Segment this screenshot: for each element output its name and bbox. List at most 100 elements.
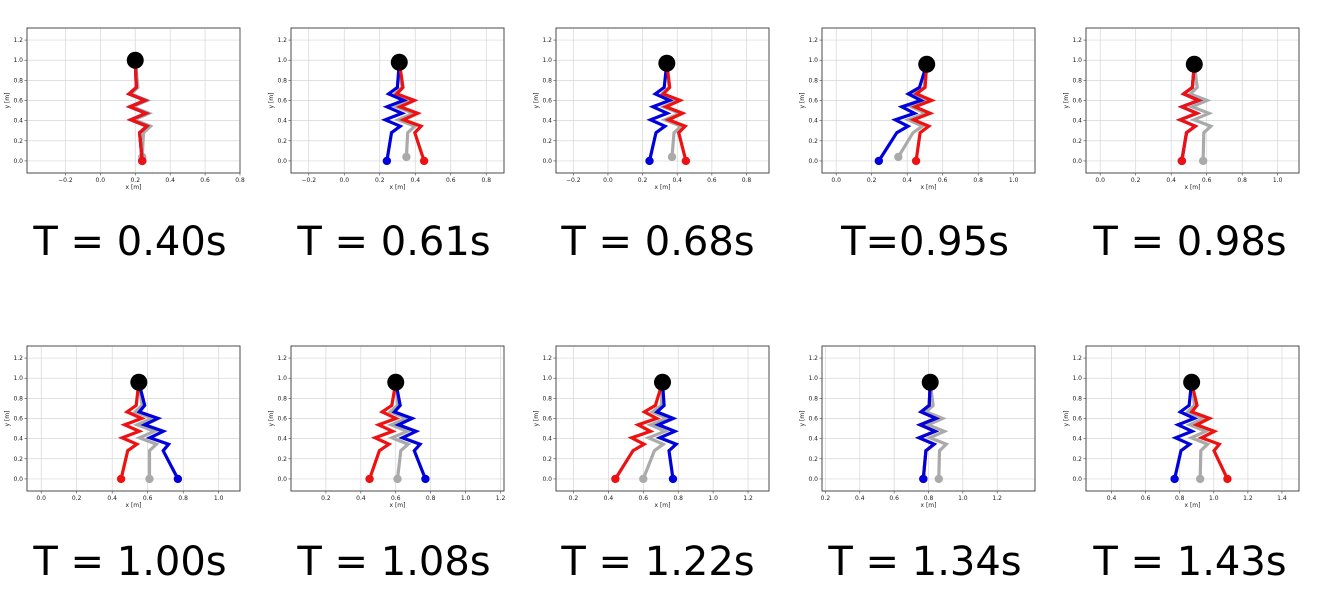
y-tick-label: 0.4 — [277, 118, 287, 125]
x-tick-label: 1.2 — [1243, 495, 1253, 502]
foot-blue — [668, 474, 678, 484]
x-tick-label: 1.2 — [992, 495, 1002, 502]
foot-red — [681, 156, 691, 166]
x-tick-label: 0.2 — [821, 495, 831, 502]
leg-grey — [923, 382, 950, 479]
y-tick-label: 0.8 — [542, 395, 552, 402]
x-tick-label: 0.4 — [604, 495, 614, 502]
x-tick-label: 0.0 — [603, 177, 613, 184]
x-tick-label: 0.4 — [356, 495, 366, 502]
x-tick-label: 1.0 — [1273, 177, 1283, 184]
x-tick-label: 0.0 — [1095, 177, 1105, 184]
hip-mass — [390, 53, 408, 71]
x-tick-label: 0.2 — [867, 177, 877, 184]
plot-frame — [290, 345, 505, 492]
x-tick-label: 0.8 — [1175, 495, 1185, 502]
x-axis-label: x [m] — [655, 184, 671, 191]
x-tick-label: 0.2 — [1131, 177, 1141, 184]
leg-blue — [380, 62, 408, 162]
subplot-6: 0.2 0.4 0.6 0.8 1.0 1.2 0.0 0.2 0.4 0.6 0.8 1.0 1.2 x… — [268, 345, 505, 509]
y-tick-label: 0.8 — [808, 77, 818, 84]
foot-grey — [667, 152, 677, 162]
y-tick-label: 1.0 — [277, 375, 287, 382]
x-tick-label: 0.8 — [673, 495, 683, 502]
y-tick-label: 0.8 — [277, 77, 287, 84]
x-tick-label: 0.0 — [36, 495, 46, 502]
y-tick-label: 0.6 — [13, 416, 23, 423]
y-tick-label: 0.8 — [542, 77, 552, 84]
hip-mass — [130, 373, 148, 391]
y-axis-label: y [m] — [4, 93, 11, 109]
y-tick-label: 0.2 — [542, 456, 552, 463]
foot-blue — [173, 474, 183, 484]
y-tick-label: 0.2 — [1072, 138, 1082, 145]
y-tick-label: 1.2 — [808, 37, 818, 44]
leg-red — [1189, 381, 1229, 480]
foot-grey — [639, 474, 648, 484]
y-tick-label: 0.2 — [808, 138, 818, 145]
y-tick-label: 0.4 — [1072, 118, 1082, 125]
plot-frame — [821, 27, 1036, 174]
y-tick-label: 1.0 — [13, 375, 23, 382]
x-tick-label: 0.4 — [1166, 177, 1176, 184]
y-tick-label: 0.4 — [542, 436, 552, 443]
foot-grey — [894, 152, 903, 162]
y-tick-label: 0.0 — [277, 158, 287, 165]
leg-blue — [877, 63, 929, 162]
x-tick-label: 0.2 — [321, 495, 331, 502]
plot-frame — [26, 345, 241, 492]
x-tick-label: 0.4 — [165, 177, 175, 184]
hip-mass — [1183, 373, 1201, 391]
subplot-9: 0.4 0.6 0.8 1.0 1.2 1.4 0.0 0.2 0.4 0.6 0.8 1.0 1.2 x… — [1063, 345, 1300, 509]
x-tick-label: 0.4 — [855, 495, 865, 502]
leg-red — [125, 60, 151, 162]
y-tick-label: 0.6 — [808, 98, 818, 105]
leg-grey — [1187, 64, 1214, 161]
x-axis-label: x [m] — [921, 502, 937, 509]
y-tick-label: 1.2 — [13, 355, 23, 362]
x-tick-label: 0.6 — [889, 495, 899, 502]
y-tick-label: 0.2 — [1072, 456, 1082, 463]
subplot-7: 0.2 0.4 0.6 0.8 1.0 1.2 0.0 0.2 0.4 0.6 0.8 1.0 1.2 x… — [533, 345, 770, 509]
x-tick-label: 0.4 — [410, 177, 420, 184]
hip-mass — [1185, 55, 1203, 73]
subplot-2: −0.2 0.0 0.2 0.4 0.6 0.8 0.0 0.2 0.4 0.6 0.8 1.0 1.2… — [533, 27, 770, 191]
x-tick-label: 0.2 — [569, 495, 579, 502]
time-caption: T = 1.08s — [296, 539, 490, 585]
x-tick-label: 0.8 — [235, 177, 245, 184]
x-tick-label: 0.2 — [638, 177, 648, 184]
x-tick-label: 0.0 — [339, 177, 349, 184]
foot-red — [116, 474, 126, 484]
x-tick-label: 0.8 — [178, 495, 188, 502]
foot-red — [1223, 474, 1232, 484]
leg-red — [368, 382, 401, 480]
y-tick-label: 1.2 — [542, 37, 552, 44]
foot-red — [911, 156, 921, 166]
foot-red — [365, 474, 374, 484]
foot-red — [138, 156, 147, 166]
y-tick-label: 0.8 — [277, 395, 287, 402]
plot-frame — [821, 345, 1036, 492]
y-axis-label: y [m] — [533, 93, 540, 109]
time-caption: T=0.95s — [840, 219, 1009, 265]
y-tick-label: 1.0 — [277, 57, 287, 64]
leg-blue — [136, 381, 180, 480]
x-tick-label: −0.2 — [58, 177, 73, 184]
leg-grey — [132, 382, 160, 479]
y-tick-label: 0.0 — [13, 476, 23, 483]
y-tick-label: 0.0 — [13, 158, 23, 165]
y-tick-label: 0.8 — [808, 395, 818, 402]
x-tick-label: −0.2 — [566, 177, 581, 184]
x-tick-label: 1.0 — [461, 495, 471, 502]
y-tick-label: 1.2 — [808, 355, 818, 362]
x-tick-label: 1.2 — [743, 495, 753, 502]
foot-red — [419, 156, 429, 166]
y-axis-label: y [m] — [268, 93, 275, 109]
foot-blue — [919, 474, 928, 484]
leg-grey — [1184, 382, 1211, 479]
leg-blue — [1171, 382, 1199, 480]
time-caption: T = 1.00s — [32, 539, 226, 585]
x-axis-label: x [m] — [655, 502, 671, 509]
y-tick-label: 1.0 — [808, 57, 818, 64]
foot-grey — [1198, 156, 1208, 166]
